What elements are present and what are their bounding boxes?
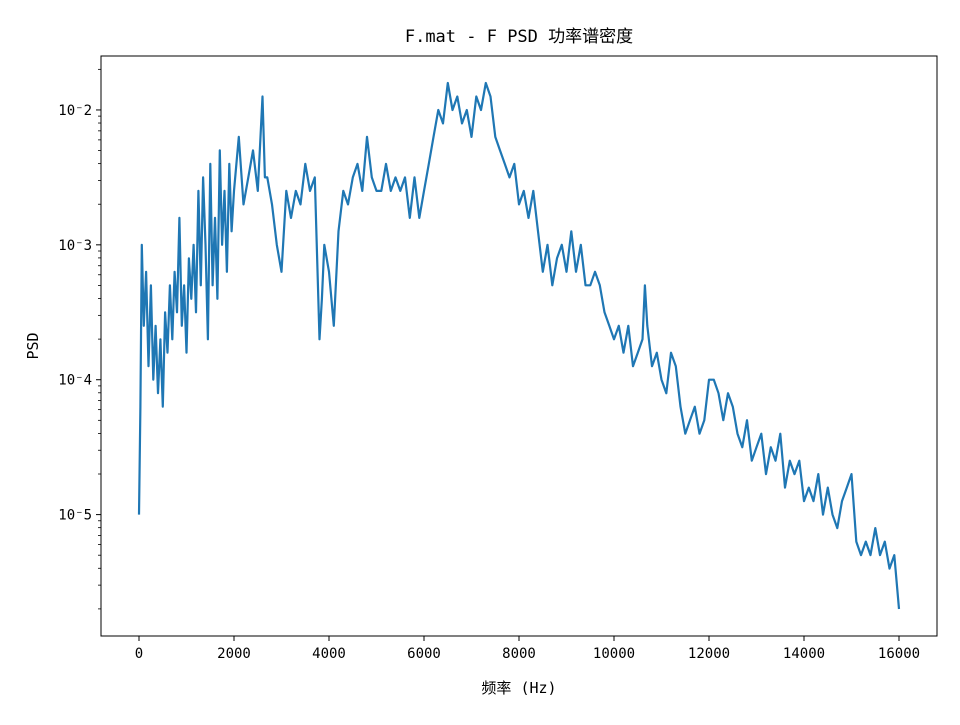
x-tick-label: 0 — [135, 646, 143, 662]
x-tick-label: 10000 — [593, 646, 635, 662]
x-tick-label: 14000 — [783, 646, 825, 662]
y-tick-label: 10⁻3 — [58, 238, 92, 254]
y-tick-label: 10⁻2 — [58, 103, 92, 119]
x-tick-label: 12000 — [688, 646, 730, 662]
x-tick-label: 6000 — [407, 646, 441, 662]
chart-title: F.mat - F PSD 功率谱密度 — [405, 27, 633, 47]
x-tick-label: 8000 — [502, 646, 536, 662]
y-axis-minor-ticks — [98, 68, 101, 610]
y-tick-label: 10⁻5 — [58, 508, 92, 524]
y-tick-label: 10⁻4 — [58, 373, 92, 389]
x-axis-label: 频率 (Hz) — [481, 679, 556, 697]
x-tick-label: 4000 — [312, 646, 346, 662]
y-axis: 10⁻2 10⁻3 10⁻4 10⁻5 — [58, 103, 101, 524]
psd-series-line — [137, 81, 901, 610]
x-axis: 0 2000 4000 6000 8000 10000 12000 14000 16000 — [135, 636, 920, 662]
plot-area — [137, 81, 901, 610]
x-tick-label: 2000 — [217, 646, 251, 662]
y-axis-label: PSD — [24, 332, 42, 359]
x-tick-label: 16000 — [878, 646, 920, 662]
